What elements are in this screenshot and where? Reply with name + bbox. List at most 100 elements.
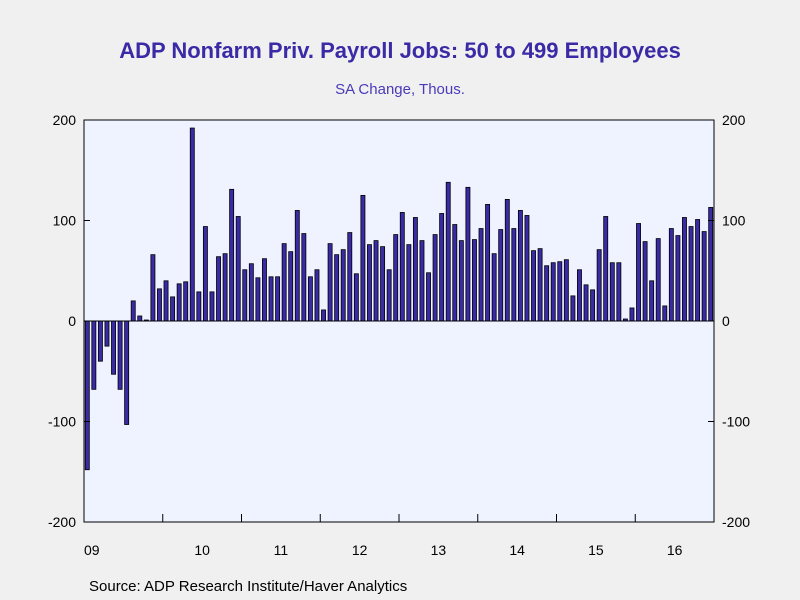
bar	[583, 284, 589, 322]
bar	[130, 300, 136, 322]
bar	[445, 181, 451, 322]
bar	[340, 249, 346, 322]
x-tick-label: 09	[84, 542, 100, 558]
bar	[708, 207, 714, 322]
bar	[609, 262, 615, 322]
bar	[347, 232, 353, 322]
bar	[537, 248, 543, 322]
bar	[662, 305, 668, 322]
bar	[183, 281, 189, 322]
bar	[163, 280, 169, 322]
bar	[150, 254, 156, 322]
bar	[642, 241, 648, 322]
bar	[629, 307, 635, 322]
bar	[577, 269, 582, 322]
bar	[426, 272, 431, 322]
x-tick-label: 14	[509, 542, 525, 558]
bar	[458, 240, 464, 322]
bar	[242, 269, 248, 322]
bar	[393, 234, 399, 322]
bar	[695, 219, 701, 322]
bar	[636, 223, 641, 322]
bar	[465, 186, 471, 322]
bar	[472, 239, 477, 322]
y-tick-label-right: 100	[722, 213, 746, 229]
bar	[301, 233, 307, 322]
bar	[616, 262, 622, 322]
bar	[596, 249, 602, 322]
y-tick-label-right: 200	[722, 112, 746, 128]
bar	[235, 216, 241, 322]
bar	[84, 320, 90, 471]
bar	[688, 226, 694, 322]
bar	[104, 320, 110, 347]
bar	[275, 276, 281, 322]
x-tick-label: 13	[431, 542, 447, 558]
bar	[682, 217, 687, 322]
bar	[327, 243, 333, 322]
bar	[229, 188, 235, 322]
bar	[590, 289, 596, 322]
x-tick-label: 11	[274, 542, 289, 558]
bar	[314, 269, 320, 322]
bar	[111, 320, 116, 375]
bar	[570, 295, 576, 322]
chart-title: ADP Nonfarm Priv. Payroll Jobs: 50 to 49…	[119, 38, 681, 63]
bar	[334, 254, 340, 322]
bar	[649, 280, 655, 322]
bar	[216, 256, 221, 322]
x-tick-label: 12	[352, 542, 368, 558]
bar	[157, 288, 162, 322]
bar	[439, 213, 445, 322]
bar	[307, 276, 313, 322]
y-tick-label-left: 200	[53, 112, 77, 128]
bar	[255, 277, 261, 322]
bar	[544, 265, 550, 322]
bar	[353, 273, 359, 322]
bar	[124, 320, 130, 425]
y-tick-label-left: 0	[68, 313, 76, 329]
bar	[170, 296, 176, 322]
bar	[294, 210, 300, 322]
bar	[675, 235, 681, 322]
bar	[202, 226, 208, 322]
bar	[248, 263, 254, 322]
bar	[209, 291, 215, 322]
bar	[550, 262, 556, 322]
bar	[222, 253, 228, 322]
bar	[399, 212, 405, 322]
bar	[412, 217, 418, 322]
y-tick-label-right: -200	[722, 514, 750, 530]
bar	[321, 309, 326, 322]
bar	[91, 320, 97, 390]
bar	[511, 228, 517, 322]
bar	[485, 204, 491, 322]
bar	[603, 216, 609, 322]
bar	[557, 261, 563, 322]
bar	[176, 283, 182, 322]
y-tick-label-left: -100	[48, 414, 76, 430]
bar	[288, 251, 294, 322]
x-tick-label: 10	[194, 542, 210, 558]
bar	[701, 231, 707, 322]
y-tick-label-right: 0	[722, 313, 730, 329]
bar	[380, 246, 386, 322]
bar	[419, 240, 425, 322]
bar	[531, 250, 536, 322]
bar	[432, 234, 438, 322]
bar	[97, 320, 103, 362]
bar	[262, 258, 267, 322]
bar	[137, 315, 143, 322]
bar	[563, 259, 569, 322]
bar	[498, 229, 504, 322]
x-tick-label: 16	[667, 542, 683, 558]
bar	[491, 253, 497, 322]
bar	[367, 244, 372, 322]
y-tick-label-left: 100	[53, 213, 77, 229]
bar	[373, 240, 379, 322]
bar	[281, 243, 287, 322]
chart-subtitle: SA Change, Thous.	[335, 81, 465, 98]
bar	[268, 276, 274, 322]
bar	[524, 215, 530, 322]
